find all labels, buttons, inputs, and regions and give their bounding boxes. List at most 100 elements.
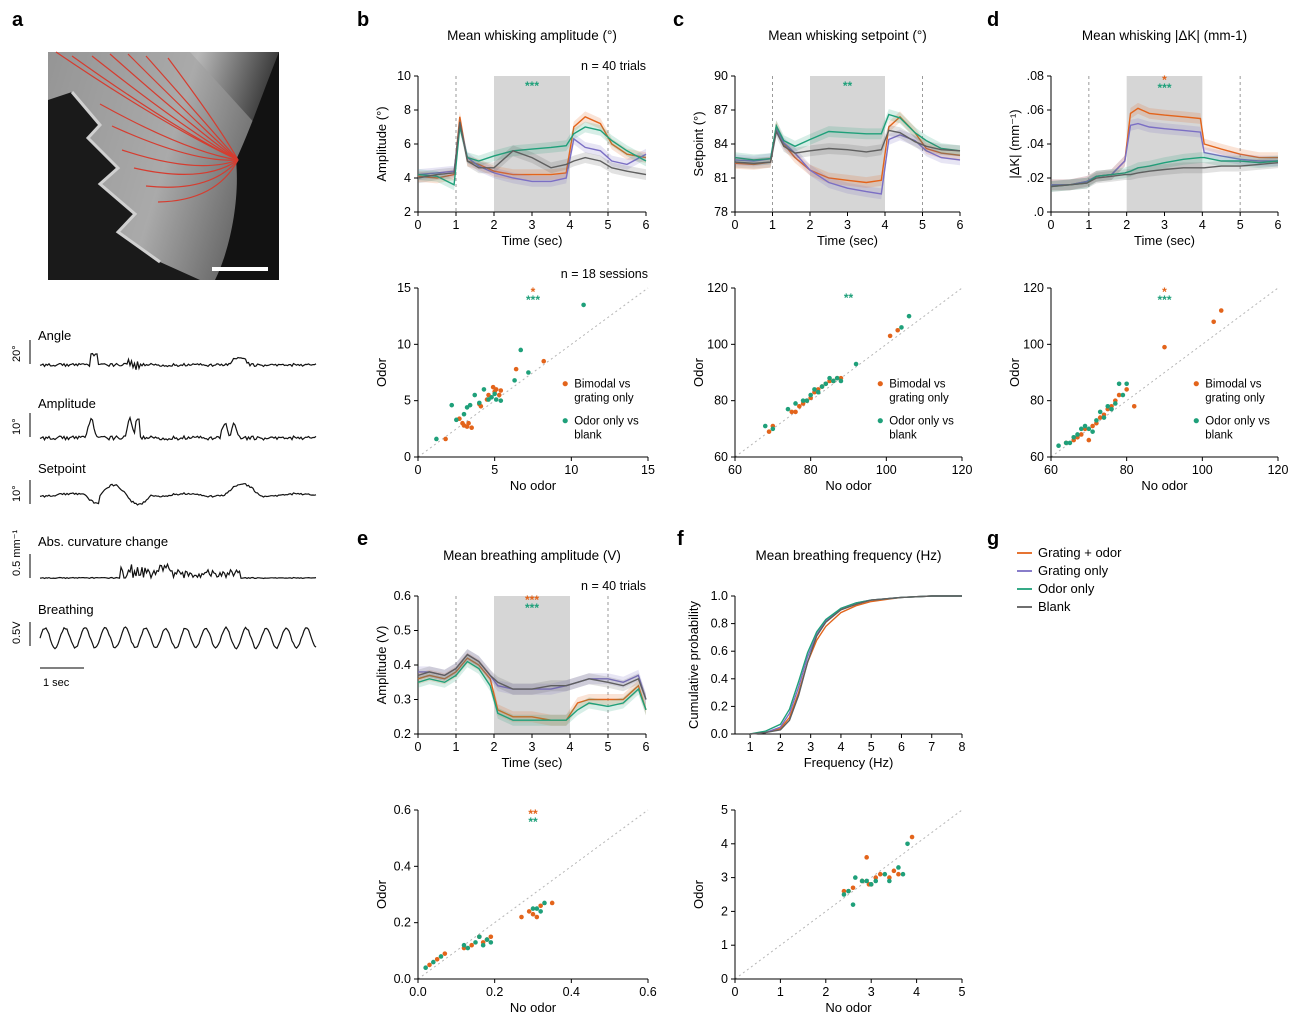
series-error-band <box>418 649 646 705</box>
whisker-trace <box>145 159 239 188</box>
panel-letter-b: b <box>357 9 369 31</box>
scatter-point <box>873 875 879 880</box>
scatter-point <box>1116 381 1122 387</box>
whisker-trace <box>111 125 239 161</box>
legend-label: Blank <box>1038 599 1071 614</box>
x-tick-label: 60 <box>1044 463 1058 477</box>
x-tick-label: 5 <box>605 218 612 232</box>
scatter-point <box>827 375 832 381</box>
scatter-point <box>815 389 821 395</box>
trace-label: Abs. curvature change <box>38 534 168 549</box>
x-tick-label: 120 <box>952 463 973 477</box>
y-tick-label: 84 <box>714 137 728 151</box>
trace-abs-curvature-change <box>39 562 317 580</box>
scatter-point <box>1067 440 1073 446</box>
chart-note: n = 40 trials <box>581 579 646 593</box>
scatter-point <box>859 878 865 884</box>
chart-title: Mean whisking |ΔK| (mm-1) <box>1082 28 1247 43</box>
scatter-point <box>906 313 912 319</box>
x-tick-label: 0.0 <box>409 985 426 999</box>
scatter-point <box>1071 434 1076 440</box>
scatter-point <box>1113 401 1118 406</box>
scatter-point <box>434 956 440 962</box>
significance-stars: *** <box>525 601 539 615</box>
unity-line <box>1050 287 1279 458</box>
scatter-point <box>1120 392 1126 398</box>
significance-stars: ** <box>528 815 538 829</box>
panel-letter-a: a <box>12 9 24 31</box>
x-tick-label: 1 <box>777 985 784 999</box>
scatter-point <box>896 871 901 877</box>
series-line-odor-only <box>734 113 961 161</box>
x-tick-label: 7 <box>928 740 935 754</box>
x-tick-label: 60 <box>728 463 742 477</box>
trace-label: Amplitude <box>38 396 96 411</box>
x-tick-label: 3 <box>1161 218 1168 232</box>
x-tick-label: 6 <box>1275 218 1282 232</box>
y-tick-label: 0.2 <box>711 699 728 713</box>
scatter-point <box>853 361 859 367</box>
y-tick-label: 1 <box>721 938 728 952</box>
y-tick-label: .02 <box>1027 171 1044 185</box>
x-axis-label: Time (sec) <box>1134 233 1195 248</box>
x-axis-label: No odor <box>825 1000 872 1015</box>
chart-title: Mean whisking amplitude (°) <box>447 28 617 43</box>
scatter-point <box>581 302 586 308</box>
scatter-point <box>1097 409 1103 415</box>
x-tick-label: 3 <box>529 218 536 232</box>
y-axis-label: Odor <box>374 357 389 387</box>
x-tick-label: 2 <box>491 740 498 754</box>
scatter-point <box>480 942 486 948</box>
x-tick-label: 5 <box>959 985 966 999</box>
series-error-band <box>735 125 960 169</box>
x-tick-label: 3 <box>844 218 851 232</box>
x-tick-label: 4 <box>913 985 920 999</box>
scatter-point <box>477 934 482 940</box>
chart-title: Mean breathing frequency (Hz) <box>755 548 941 563</box>
scatter-point <box>812 387 817 392</box>
legend-label: blank <box>574 430 602 442</box>
x-tick-label: 1 <box>453 218 460 232</box>
x-tick-label: 0.4 <box>563 985 580 999</box>
x-tick-label: 6 <box>643 218 650 232</box>
scatter-point <box>877 871 883 877</box>
scatter-point <box>541 358 547 364</box>
x-axis-label: No odor <box>825 478 872 493</box>
scatter-point <box>1116 392 1122 398</box>
x-tick-label: 0.2 <box>486 985 503 999</box>
y-tick-label: 2 <box>404 205 411 219</box>
scatter-point <box>882 871 888 877</box>
x-axis-label: No odor <box>510 1000 557 1015</box>
y-tick-label: 0.4 <box>711 672 728 686</box>
trace-scale-label: 0.5V <box>11 621 23 644</box>
stimulus-window <box>810 76 885 212</box>
y-axis-label: Odor <box>691 879 706 909</box>
series-error-band <box>735 123 960 200</box>
x-tick-label: 80 <box>804 463 818 477</box>
scatter-point <box>438 954 444 959</box>
y-tick-label: 120 <box>707 281 728 295</box>
series-line-odor-only <box>749 595 962 735</box>
series-line-blank <box>750 595 962 735</box>
x-tick-label: 5 <box>491 463 498 477</box>
series-error-band <box>418 118 646 187</box>
x-tick-label: 2 <box>807 218 814 232</box>
y-tick-label: 2 <box>721 904 728 918</box>
scatter-point <box>454 417 459 423</box>
legend-label: Grating only <box>1038 563 1109 578</box>
legend-g: Grating + odor Grating only Odor only Blank <box>1017 545 1122 614</box>
whisker-traces <box>55 51 239 203</box>
y-tick-label: 0.6 <box>394 803 411 817</box>
y-tick-label: 60 <box>1030 450 1044 464</box>
significance-stars: *** <box>525 593 539 607</box>
x-tick-label: 1 <box>769 218 776 232</box>
y-tick-label: 0.6 <box>394 589 411 603</box>
panel-letter-f: f <box>677 528 684 550</box>
scatter-point <box>530 911 536 917</box>
scatter-point <box>526 370 531 375</box>
scatter-point <box>423 965 428 971</box>
x-tick-label: 4 <box>837 740 844 754</box>
scatter-point <box>461 942 467 948</box>
y-tick-label: 3 <box>721 871 728 885</box>
x-tick-label: 5 <box>1237 218 1244 232</box>
